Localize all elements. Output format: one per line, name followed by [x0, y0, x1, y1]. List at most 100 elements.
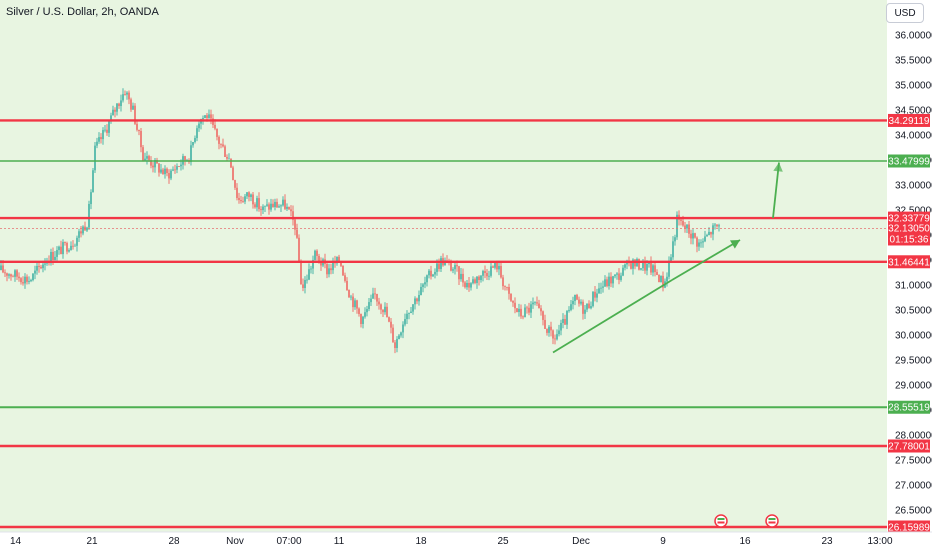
- price-level-tag[interactable]: [888, 400, 930, 414]
- candle-body: [216, 128, 218, 137]
- x-tick-label: 14: [10, 536, 22, 547]
- candle-body: [212, 118, 214, 125]
- candle-body: [180, 164, 182, 167]
- candle-body: [608, 276, 610, 287]
- x-tick-label: 9: [660, 536, 666, 547]
- candle-body: [562, 318, 564, 323]
- candle-body: [6, 273, 8, 276]
- candle-body: [536, 302, 538, 304]
- price-level-tag[interactable]: [888, 154, 930, 168]
- candle-body: [310, 268, 312, 270]
- candle-body: [244, 196, 246, 202]
- current-price-tag[interactable]: [888, 221, 930, 246]
- candle-body: [302, 284, 304, 288]
- candle-body: [362, 316, 364, 324]
- candle-body: [512, 300, 514, 303]
- candle-body: [500, 265, 502, 278]
- x-tick-label: Dec: [572, 536, 590, 547]
- candle-body: [560, 322, 562, 331]
- price-level-tag[interactable]: [888, 211, 930, 225]
- price-level-tag[interactable]: [888, 255, 930, 269]
- candle-body: [304, 279, 306, 288]
- candle-body: [104, 129, 106, 131]
- candle-body: [436, 263, 438, 272]
- candle-body: [414, 298, 416, 305]
- candle-body: [640, 268, 642, 270]
- candle-body: [260, 209, 262, 211]
- candle-body: [240, 200, 242, 202]
- price-level-tag[interactable]: [888, 113, 930, 127]
- candle-body: [590, 306, 592, 309]
- candle-body: [62, 242, 64, 255]
- candle-body: [40, 266, 42, 269]
- candle-body: [258, 198, 260, 210]
- candle-body: [142, 147, 144, 161]
- price-level-tag[interactable]: [888, 520, 930, 534]
- candle-body: [478, 276, 480, 281]
- candle-body: [570, 304, 572, 310]
- candle-body: [674, 237, 676, 242]
- candle-body: [432, 274, 434, 277]
- candle-body: [24, 276, 26, 284]
- candle-body: [274, 201, 276, 208]
- candle-body: [530, 304, 532, 313]
- candle-body: [220, 143, 222, 145]
- candle-body: [508, 287, 510, 294]
- candle-body: [132, 105, 134, 110]
- candle-body: [64, 242, 66, 244]
- candle-body: [160, 169, 162, 173]
- event-marker-icon[interactable]: [714, 514, 728, 528]
- chart-title: Silver / U.S. Dollar, 2h, OANDA: [6, 6, 159, 18]
- candle-body: [130, 99, 132, 110]
- candle-body: [136, 123, 138, 130]
- candle-body: [346, 280, 348, 291]
- candle-body: [134, 105, 136, 124]
- arrow-shaft[interactable]: [772, 162, 780, 219]
- candle-body: [312, 259, 314, 269]
- candle-body: [30, 280, 32, 282]
- candle-body: [602, 286, 604, 288]
- candle-body: [96, 141, 98, 146]
- candle-body: [10, 274, 12, 277]
- candle-body: [276, 201, 278, 208]
- candle-body: [214, 124, 216, 129]
- candle-body: [74, 245, 76, 247]
- candle-body: [236, 187, 238, 198]
- arrow-shaft[interactable]: [671, 239, 741, 281]
- candle-body: [300, 261, 302, 285]
- candle-body: [532, 302, 534, 305]
- y-tick-label: 34.50000: [895, 106, 932, 117]
- candle-body: [112, 109, 114, 116]
- candle-body: [404, 319, 406, 325]
- y-tick-label: 35.50000: [895, 56, 932, 67]
- candle-body: [368, 302, 370, 310]
- price-level-tag-text: 33.47999: [888, 157, 930, 168]
- candle-body: [686, 224, 688, 229]
- x-tick-label: 13:00: [867, 536, 892, 547]
- candle-body: [156, 160, 158, 164]
- candle-body: [296, 229, 298, 238]
- candle-body: [326, 264, 328, 275]
- candle-body: [480, 275, 482, 281]
- trendline[interactable]: [552, 279, 673, 354]
- candle-body: [230, 158, 232, 168]
- candle-body: [98, 137, 100, 142]
- candle-body: [192, 141, 194, 146]
- candle-body: [298, 237, 300, 262]
- candle-body: [694, 233, 696, 238]
- candle-body: [690, 233, 692, 239]
- candle-body: [632, 259, 634, 269]
- current-price-value: 32.13050: [888, 223, 930, 234]
- candle-body: [272, 203, 274, 208]
- candle-body: [428, 270, 430, 276]
- price-level-tag[interactable]: [888, 439, 930, 453]
- candle-body: [464, 282, 466, 288]
- candle-body: [696, 237, 698, 247]
- candle-body: [388, 317, 390, 322]
- candle-body: [456, 265, 458, 267]
- event-marker-bar: [717, 521, 725, 524]
- candle-body: [374, 293, 376, 295]
- currency-button[interactable]: USD: [886, 3, 924, 23]
- event-marker-icon[interactable]: [765, 514, 779, 528]
